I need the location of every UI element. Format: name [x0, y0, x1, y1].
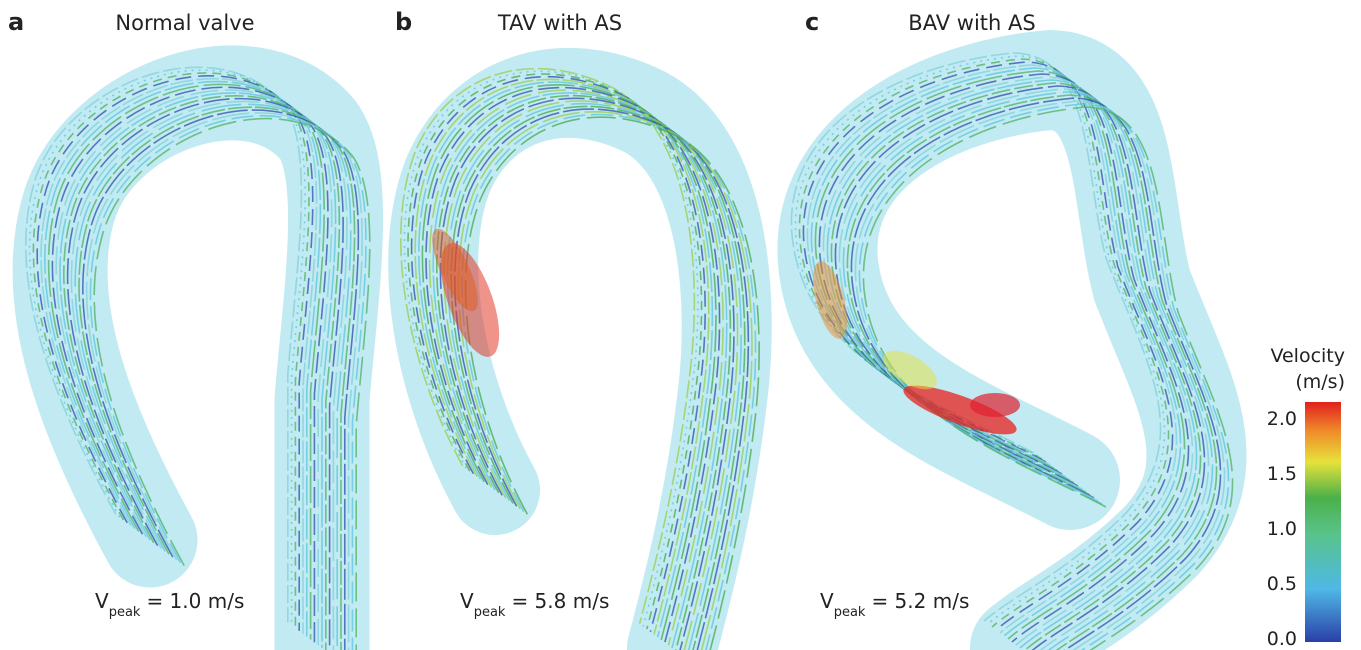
- panel-letter: c: [805, 8, 819, 36]
- peak-velocity: Vpeak = 5.2 m/s: [820, 589, 969, 620]
- figure: a Normal valve b TAV with AS c BAV with …: [0, 0, 1361, 650]
- value: = 1.0 m/s: [146, 589, 244, 613]
- colorbar: [1305, 402, 1341, 642]
- symbol: V: [460, 589, 474, 613]
- subscript: peak: [109, 605, 141, 620]
- panel-title: Normal valve: [115, 11, 254, 35]
- colorbar-tick-label: 2.0: [1267, 408, 1297, 430]
- panel-title: TAV with AS: [497, 11, 622, 35]
- symbol: V: [95, 589, 109, 613]
- colorbar-unit: (m/s): [1295, 371, 1345, 393]
- symbol: V: [820, 589, 834, 613]
- panel-letter: b: [395, 8, 412, 36]
- colorbar-tick-label: 1.0: [1267, 518, 1297, 540]
- streamline-renderings: [26, 53, 1233, 650]
- panel-title: BAV with AS: [908, 11, 1035, 35]
- panel-letter: a: [8, 8, 24, 36]
- jet: [970, 393, 1020, 417]
- subscript: peak: [474, 605, 506, 620]
- colorbar-title: Velocity: [1270, 345, 1345, 367]
- subscript: peak: [834, 605, 866, 620]
- colorbar-tick-label: 1.5: [1267, 463, 1297, 485]
- peak-velocity: Vpeak = 1.0 m/s: [95, 589, 244, 620]
- value: = 5.8 m/s: [511, 589, 609, 613]
- colorbar-tick-label: 0.0: [1267, 628, 1297, 650]
- peak-velocity: Vpeak = 5.8 m/s: [460, 589, 609, 620]
- vessel-body: [60, 93, 336, 648]
- value: = 5.2 m/s: [871, 589, 969, 613]
- colorbar-ticks: 2.0 1.5 1.0 0.5 0.0: [1267, 408, 1297, 650]
- colorbar-tick-label: 0.5: [1267, 573, 1297, 595]
